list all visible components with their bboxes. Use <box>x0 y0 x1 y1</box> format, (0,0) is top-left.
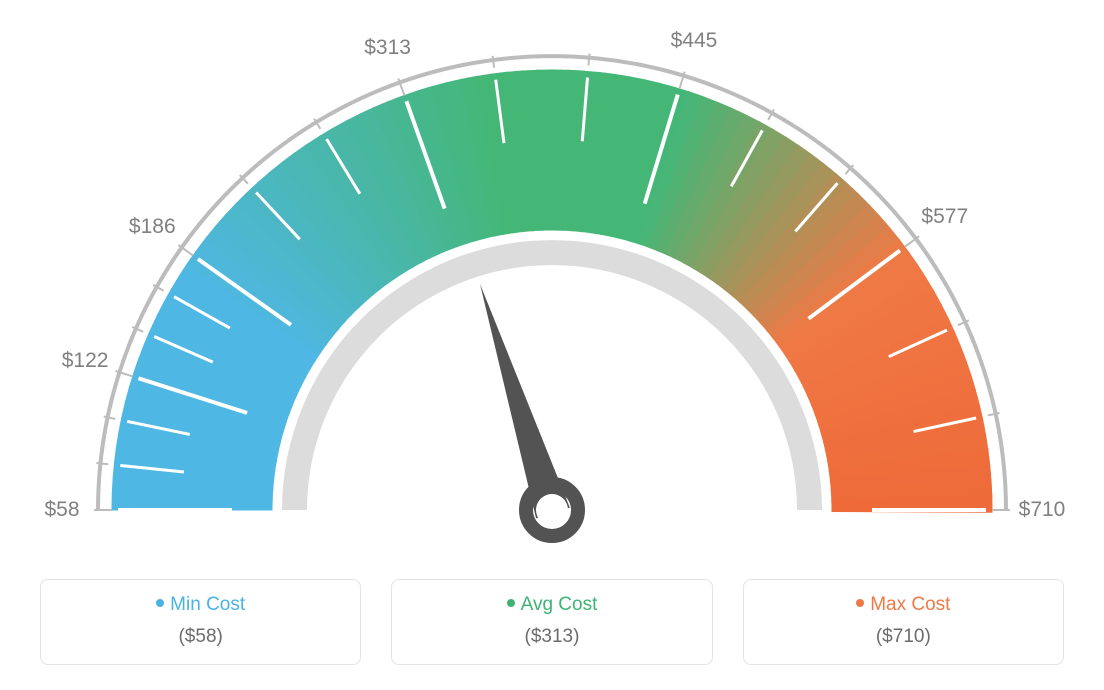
gauge-svg <box>0 0 1104 560</box>
legend-avg-dot <box>507 599 515 607</box>
legend-avg-value: ($313) <box>392 626 711 648</box>
legend-max-dot <box>856 599 864 607</box>
gauge-tick-label: $445 <box>671 29 718 53</box>
legend-max: Max Cost ($710) <box>743 579 1064 665</box>
legend-min-value: ($58) <box>41 626 360 648</box>
chart-container: $58 $122 $186 $313 $445 $577 $710 Min Cost ($5… <box>0 0 1104 690</box>
gauge-tick-label: $577 <box>921 205 968 229</box>
legend-avg: Avg Cost ($313) <box>391 579 712 665</box>
legend-min-dot <box>156 599 164 607</box>
gauge-tick-label: $313 <box>364 36 411 60</box>
gauge-area: $58 $122 $186 $313 $445 $577 $710 <box>0 0 1104 560</box>
legend-max-value: ($710) <box>744 626 1063 648</box>
legend-avg-title-text: Avg Cost <box>521 594 598 615</box>
legend-min: Min Cost ($58) <box>40 579 361 665</box>
legend-avg-title: Avg Cost <box>392 594 711 616</box>
gauge-tick-label: $122 <box>62 349 109 373</box>
legend-max-title-text: Max Cost <box>870 594 950 615</box>
legend-min-title-text: Min Cost <box>170 594 245 615</box>
legend-min-title: Min Cost <box>41 594 360 616</box>
legend-max-title: Max Cost <box>744 594 1063 616</box>
gauge-tick-label: $58 <box>44 498 79 522</box>
gauge-tick-label: $186 <box>129 215 176 239</box>
gauge-tick-label: $710 <box>1019 498 1066 522</box>
legend-row: Min Cost ($58) Avg Cost ($313) Max Cost … <box>0 579 1104 665</box>
